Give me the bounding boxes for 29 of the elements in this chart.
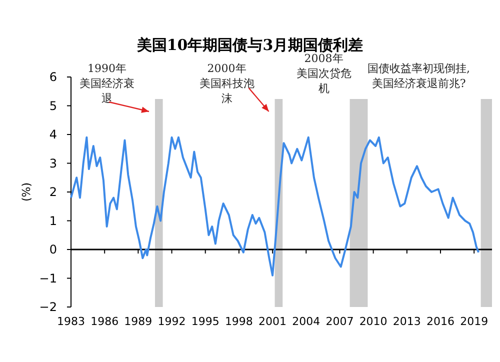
y-tick-label: −1 [39, 271, 57, 286]
x-tick-label: 2004 [292, 315, 320, 328]
x-tick-label: 1983 [57, 315, 85, 328]
x-tick-label: 1995 [191, 315, 220, 328]
x-tick-label: 2019 [460, 315, 488, 328]
y-tick-label: 0 [49, 242, 57, 257]
x-tick-label: 2007 [326, 315, 354, 328]
x-tick-label: 2010 [359, 315, 388, 328]
y-tick-label: 3 [49, 156, 57, 170]
x-tick-label: 1998 [224, 315, 253, 328]
y-tick-label: 5 [49, 98, 57, 113]
line-series [70, 136, 480, 276]
annotation: 2000年美国科技泡沫 [199, 62, 254, 105]
y-axis-title: (%) [20, 182, 33, 202]
annotation: 1990年美国经济衰退 [79, 62, 134, 105]
annotation: 2008年美国次贷危机 [296, 52, 352, 95]
y-tick-label: 2 [49, 185, 57, 200]
x-tick-label: 2001 [258, 315, 287, 328]
x-tick-label: 1992 [158, 315, 186, 328]
x-tick-label: 1986 [90, 315, 119, 328]
chart-title: 美国10年期国债与3月期国债利差 [136, 36, 364, 54]
y-tick-label: 1 [49, 214, 57, 228]
y-tick-label: −2 [39, 300, 57, 314]
y-tick-label: 6 [49, 70, 57, 84]
y-tick-label: 4 [49, 128, 57, 142]
annotation: 国债收益率初现倒挂,美国经济衰退前兆? [368, 62, 470, 90]
x-tick-label: 2016 [426, 315, 454, 328]
x-tick-label: 2013 [392, 315, 421, 328]
x-tick-label: 1989 [124, 315, 152, 328]
